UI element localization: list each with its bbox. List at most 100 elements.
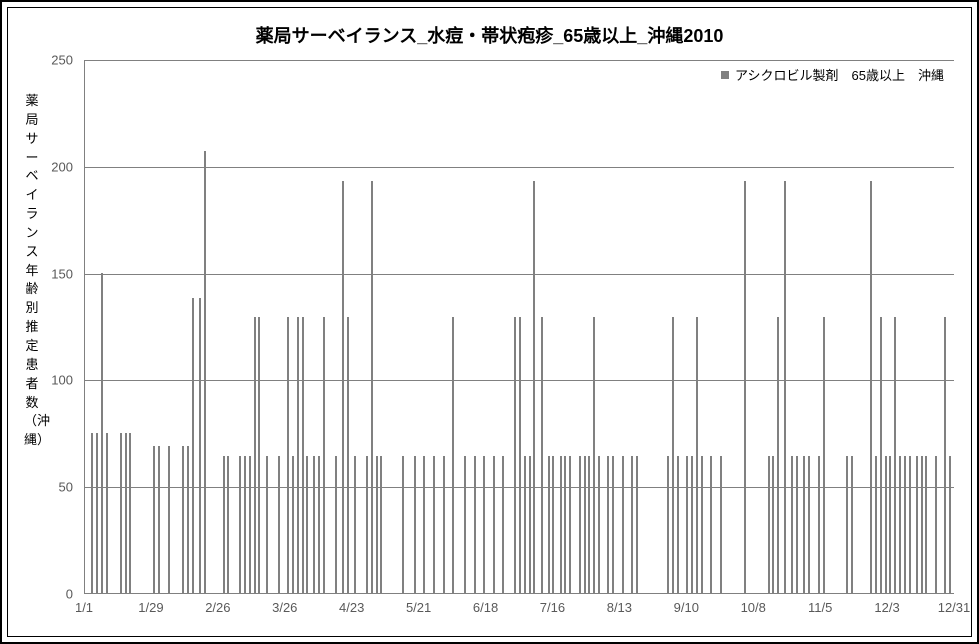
data-bar bbox=[552, 456, 554, 593]
data-bar bbox=[483, 456, 485, 593]
x-tick-label: 2/26 bbox=[205, 600, 230, 615]
data-bar bbox=[380, 456, 382, 593]
data-bar bbox=[672, 317, 674, 593]
data-bar bbox=[636, 456, 638, 593]
data-bar bbox=[423, 456, 425, 593]
data-bar bbox=[318, 456, 320, 593]
data-bar bbox=[677, 456, 679, 593]
data-bar bbox=[846, 456, 848, 593]
data-bar bbox=[514, 317, 516, 593]
x-tick-label: 1/1 bbox=[75, 600, 93, 615]
grid-line bbox=[85, 167, 954, 168]
data-bar bbox=[101, 273, 103, 593]
data-bar bbox=[944, 317, 946, 593]
data-bar bbox=[541, 317, 543, 593]
data-bar bbox=[880, 317, 882, 593]
data-bar bbox=[593, 317, 595, 593]
data-bar bbox=[443, 456, 445, 593]
data-bar bbox=[493, 456, 495, 593]
data-bar bbox=[153, 446, 155, 593]
data-bar bbox=[899, 456, 901, 593]
x-tick-label: 5/21 bbox=[406, 600, 431, 615]
x-tick-label: 3/26 bbox=[272, 600, 297, 615]
data-bar bbox=[342, 181, 344, 593]
data-bar bbox=[335, 456, 337, 593]
data-bar bbox=[533, 181, 535, 593]
data-bar bbox=[607, 456, 609, 593]
data-bar bbox=[579, 456, 581, 593]
data-bar bbox=[297, 317, 299, 593]
data-bar bbox=[402, 456, 404, 593]
data-bar bbox=[791, 456, 793, 593]
data-bar bbox=[306, 456, 308, 593]
data-bar bbox=[784, 181, 786, 593]
data-bar bbox=[125, 433, 127, 593]
data-bar bbox=[916, 456, 918, 593]
data-bar bbox=[921, 456, 923, 593]
data-bar bbox=[667, 456, 669, 593]
x-tick-label: 11/5 bbox=[808, 600, 832, 615]
data-bar bbox=[710, 456, 712, 593]
y-tick-label: 250 bbox=[33, 53, 73, 68]
data-bar bbox=[266, 456, 268, 593]
data-bar bbox=[885, 456, 887, 593]
data-bar bbox=[909, 456, 911, 593]
data-bar bbox=[464, 456, 466, 593]
data-bar bbox=[949, 456, 951, 593]
data-bar bbox=[548, 456, 550, 593]
x-tick-label: 10/8 bbox=[741, 600, 766, 615]
data-bar bbox=[569, 456, 571, 593]
data-bar bbox=[287, 317, 289, 593]
data-bar bbox=[227, 456, 229, 593]
data-bar bbox=[313, 456, 315, 593]
data-bar bbox=[239, 456, 241, 593]
data-bar bbox=[414, 456, 416, 593]
data-bar bbox=[875, 456, 877, 593]
data-bar bbox=[474, 456, 476, 593]
plot-area: アシクロビル製剤 65歳以上 沖縄 bbox=[84, 60, 954, 594]
data-bar bbox=[354, 456, 356, 593]
data-bar bbox=[187, 446, 189, 593]
data-bar bbox=[796, 456, 798, 593]
legend: アシクロビル製剤 65歳以上 沖縄 bbox=[715, 64, 950, 85]
data-bar bbox=[584, 456, 586, 593]
data-bar bbox=[452, 317, 454, 593]
data-bar bbox=[720, 456, 722, 593]
data-bar bbox=[254, 317, 256, 593]
data-bar bbox=[564, 456, 566, 593]
x-tick-label: 7/16 bbox=[540, 600, 565, 615]
x-tick-label: 12/3 bbox=[874, 600, 899, 615]
data-bar bbox=[631, 456, 633, 593]
x-tick-label: 8/13 bbox=[607, 600, 632, 615]
data-bar bbox=[622, 456, 624, 593]
legend-swatch-icon bbox=[721, 71, 729, 79]
data-bar bbox=[302, 317, 304, 593]
data-bar bbox=[588, 456, 590, 593]
data-bar bbox=[433, 456, 435, 593]
grid-line bbox=[85, 274, 954, 275]
data-bar bbox=[803, 456, 805, 593]
x-tick-label: 9/10 bbox=[674, 600, 699, 615]
y-tick-label: 100 bbox=[33, 373, 73, 388]
data-bar bbox=[560, 456, 562, 593]
chart-outer-frame: 薬局サーベイランス_水痘・帯状疱疹_65歳以上_沖縄2010 薬局サーベイランス… bbox=[0, 0, 979, 644]
data-bar bbox=[744, 181, 746, 593]
data-bar bbox=[502, 456, 504, 593]
chart-inner-frame: 薬局サーベイランス_水痘・帯状疱疹_65歳以上_沖縄2010 薬局サーベイランス… bbox=[7, 7, 972, 637]
data-bar bbox=[366, 456, 368, 593]
data-bar bbox=[894, 317, 896, 593]
data-bar bbox=[777, 317, 779, 593]
data-bar bbox=[158, 446, 160, 593]
data-bar bbox=[935, 456, 937, 593]
data-bar bbox=[347, 317, 349, 593]
data-bar bbox=[686, 456, 688, 593]
data-bar bbox=[129, 433, 131, 593]
data-bar bbox=[870, 181, 872, 593]
legend-label: アシクロビル製剤 65歳以上 沖縄 bbox=[735, 65, 944, 84]
data-bar bbox=[292, 456, 294, 593]
data-bar bbox=[192, 298, 194, 593]
y-tick-label: 50 bbox=[33, 480, 73, 495]
data-bar bbox=[323, 317, 325, 593]
chart-title: 薬局サーベイランス_水痘・帯状疱疹_65歳以上_沖縄2010 bbox=[8, 22, 971, 48]
data-bar bbox=[244, 456, 246, 593]
